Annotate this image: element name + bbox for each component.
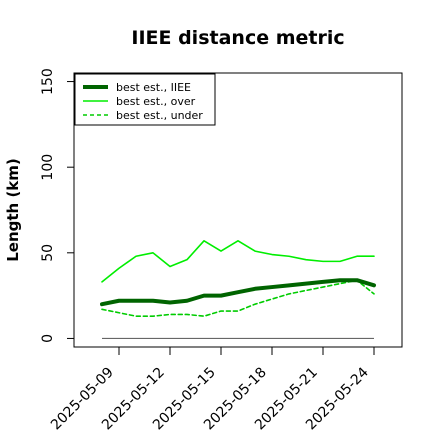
series-line-best-est-iiee <box>100 278 376 307</box>
legend-frame <box>74 73 216 126</box>
y-axis-label: Length (km) <box>4 158 22 262</box>
x-axis: 2025-05-092025-05-122025-05-152025-05-18… <box>48 347 375 433</box>
y-tick-label: 0 <box>40 334 56 343</box>
legend-label-best-est-iiee: best est., IIEE <box>116 81 191 94</box>
y-tick-label: 50 <box>40 244 56 262</box>
series-line-best-est-under <box>101 279 375 317</box>
series-best-est-iiee <box>100 278 376 307</box>
series-layer <box>100 240 376 317</box>
chart-title: IIEE distance metric <box>131 27 344 49</box>
y-tick-label: 100 <box>40 154 56 181</box>
y-tick-label: 150 <box>40 68 56 95</box>
series-line-best-est-over <box>101 240 375 283</box>
legend-label-best-est-over: best est., over <box>116 95 196 108</box>
legend: best est., IIEE best est., over best est… <box>74 73 216 126</box>
y-axis: 0 50 100 150 <box>40 68 74 343</box>
series-best-est-under <box>101 279 375 317</box>
legend-label-best-est-under: best est., under <box>116 109 203 122</box>
plot-frame <box>73 72 403 348</box>
series-best-est-over <box>101 240 375 283</box>
